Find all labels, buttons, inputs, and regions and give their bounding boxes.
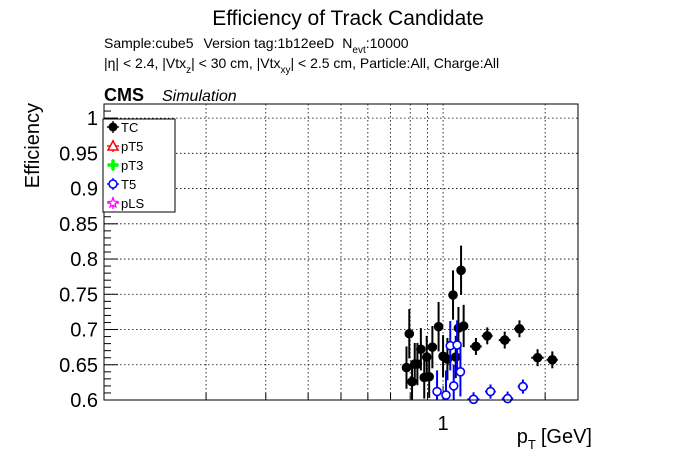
data-point bbox=[455, 367, 466, 377]
axes: 1 0.6 0.65 0.7 0.75 0.8 0.85 0.9 0.95 1 bbox=[59, 103, 546, 435]
subtitle-line-1: Sample:cube5 Version tag:1b12eeD Nevt:1000… bbox=[104, 35, 409, 56]
data-point bbox=[450, 352, 461, 362]
legend-entry-pLS: pLS bbox=[106, 196, 144, 211]
data-point bbox=[532, 352, 543, 363]
data-point bbox=[433, 321, 444, 332]
subtitle-line-2: |η| < 2.4, |Vtxz| < 30 cm, |Vtxxy| < 2.5… bbox=[104, 55, 499, 76]
data-point bbox=[404, 328, 415, 339]
y-tick-label: 0.75 bbox=[59, 284, 98, 306]
x-tick-label: 1 bbox=[438, 413, 449, 435]
legend-entry-T5: T5 bbox=[107, 177, 136, 192]
x-axis-title: pT [GeV] bbox=[517, 426, 592, 452]
legend-marker-icon bbox=[108, 122, 118, 132]
series-T5 bbox=[432, 320, 528, 405]
data-point bbox=[448, 290, 458, 300]
data-point bbox=[424, 371, 434, 382]
legend-label: TC bbox=[121, 120, 138, 135]
y-tick-label: 1 bbox=[87, 108, 98, 130]
data-point bbox=[441, 390, 451, 400]
data-point bbox=[432, 386, 442, 397]
data-point bbox=[456, 265, 466, 276]
y-tick-label: 0.95 bbox=[59, 143, 98, 165]
data-point bbox=[427, 342, 438, 352]
data-point bbox=[468, 394, 479, 405]
sample-label: Sample:cube5 bbox=[104, 35, 194, 51]
legend-entry-pT3: pT3 bbox=[107, 158, 143, 173]
legend-marker-icon bbox=[107, 159, 119, 171]
simulation-label: Simulation bbox=[162, 88, 237, 105]
legend-marker-icon bbox=[106, 139, 120, 151]
nevt-subscript: evt bbox=[352, 45, 366, 56]
legend-marker-icon bbox=[106, 196, 120, 209]
data-point bbox=[499, 335, 510, 345]
legend-label: pT5 bbox=[121, 139, 143, 154]
data-point bbox=[401, 362, 412, 373]
y-tick-label: 0.6 bbox=[70, 390, 98, 412]
legend-label: pT3 bbox=[121, 158, 143, 173]
y-axis-title: Efficiency bbox=[22, 103, 44, 188]
legend-entry-TC: TC bbox=[107, 120, 138, 135]
y-tick-label: 0.7 bbox=[70, 320, 98, 342]
y-tick-label: 0.8 bbox=[70, 249, 98, 271]
plot-frame bbox=[103, 103, 579, 401]
y-tick-label: 0.65 bbox=[59, 355, 98, 377]
data-point bbox=[485, 386, 496, 397]
data-point bbox=[458, 321, 469, 331]
data-point bbox=[448, 381, 459, 391]
data-point bbox=[452, 340, 462, 350]
nevt-value: :10000 bbox=[366, 35, 409, 51]
nevt-symbol: N bbox=[342, 35, 352, 51]
legend-entry-pT5: pT5 bbox=[106, 139, 143, 154]
grid bbox=[104, 104, 578, 400]
legend: TC pT5 pT3 T5 pLS bbox=[102, 118, 176, 213]
data-point bbox=[502, 393, 513, 404]
y-tick-label: 0.9 bbox=[70, 179, 98, 201]
data-series bbox=[401, 245, 558, 405]
legend-label: pLS bbox=[121, 196, 144, 211]
data-point bbox=[482, 331, 493, 341]
data-point bbox=[547, 355, 558, 365]
legend-label: T5 bbox=[121, 177, 136, 192]
y-tick-label: 0.85 bbox=[59, 214, 98, 236]
data-point bbox=[514, 324, 525, 334]
legend-marker-icon bbox=[108, 179, 118, 189]
data-point bbox=[471, 341, 481, 352]
data-point bbox=[416, 344, 426, 355]
version-label: Version tag:1b12eeD bbox=[204, 35, 335, 51]
data-point bbox=[518, 381, 528, 392]
chart-title: Efficiency of Track Candidate bbox=[212, 7, 484, 30]
cms-label: CMS bbox=[104, 85, 144, 105]
